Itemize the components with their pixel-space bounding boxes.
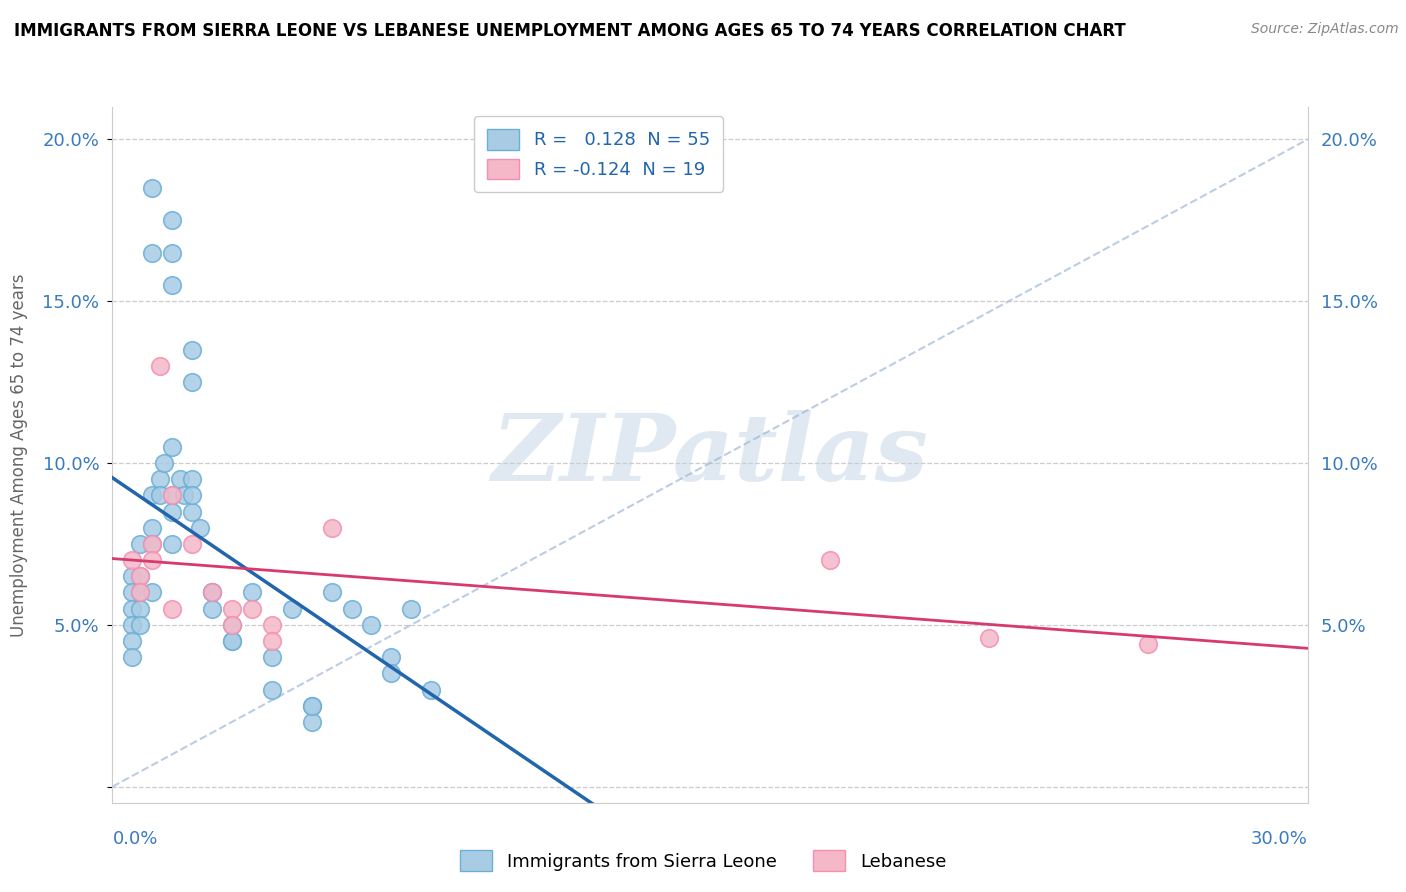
Point bbox=[1137, 637, 1160, 651]
Point bbox=[162, 488, 183, 502]
Point bbox=[121, 617, 143, 632]
Text: ZIPatlas: ZIPatlas bbox=[492, 410, 928, 500]
Point bbox=[181, 488, 204, 502]
Point bbox=[321, 521, 343, 535]
Point bbox=[129, 569, 152, 583]
Point bbox=[121, 634, 143, 648]
Text: IMMIGRANTS FROM SIERRA LEONE VS LEBANESE UNEMPLOYMENT AMONG AGES 65 TO 74 YEARS : IMMIGRANTS FROM SIERRA LEONE VS LEBANESE… bbox=[14, 22, 1126, 40]
Point bbox=[380, 666, 402, 681]
Point bbox=[162, 601, 183, 615]
Point bbox=[141, 521, 163, 535]
Point bbox=[121, 569, 143, 583]
Point bbox=[401, 601, 423, 615]
Point bbox=[260, 682, 283, 697]
Point bbox=[162, 278, 183, 293]
Point bbox=[420, 682, 443, 697]
Text: 30.0%: 30.0% bbox=[1251, 830, 1308, 847]
Point bbox=[321, 585, 343, 599]
Legend: R =   0.128  N = 55, R = -0.124  N = 19: R = 0.128 N = 55, R = -0.124 N = 19 bbox=[474, 116, 723, 192]
Point bbox=[141, 488, 163, 502]
Point bbox=[149, 488, 172, 502]
Y-axis label: Unemployment Among Ages 65 to 74 years: Unemployment Among Ages 65 to 74 years bbox=[10, 273, 28, 637]
Point bbox=[221, 617, 243, 632]
Point bbox=[129, 585, 152, 599]
Point bbox=[977, 631, 1000, 645]
Point bbox=[121, 585, 143, 599]
Point bbox=[260, 634, 283, 648]
Point bbox=[162, 488, 183, 502]
Point bbox=[141, 181, 163, 195]
Point bbox=[201, 601, 224, 615]
Point bbox=[162, 504, 183, 518]
Point bbox=[141, 537, 163, 551]
Point bbox=[169, 472, 191, 486]
Point bbox=[181, 472, 204, 486]
Point bbox=[162, 537, 183, 551]
Point bbox=[260, 650, 283, 665]
Point bbox=[129, 601, 152, 615]
Text: 0.0%: 0.0% bbox=[112, 830, 157, 847]
Point bbox=[181, 375, 204, 389]
Point bbox=[129, 537, 152, 551]
Point bbox=[301, 698, 323, 713]
Point bbox=[149, 472, 172, 486]
Point bbox=[141, 553, 163, 567]
Point bbox=[221, 634, 243, 648]
Point bbox=[201, 585, 224, 599]
Point bbox=[173, 488, 195, 502]
Point bbox=[221, 634, 243, 648]
Point bbox=[162, 245, 183, 260]
Point bbox=[301, 698, 323, 713]
Point bbox=[121, 601, 143, 615]
Point bbox=[181, 537, 204, 551]
Point bbox=[221, 617, 243, 632]
Point bbox=[153, 456, 176, 470]
Legend: Immigrants from Sierra Leone, Lebanese: Immigrants from Sierra Leone, Lebanese bbox=[453, 843, 953, 879]
Point bbox=[181, 343, 204, 357]
Point bbox=[360, 617, 382, 632]
Point bbox=[121, 650, 143, 665]
Point bbox=[201, 585, 224, 599]
Point bbox=[260, 617, 283, 632]
Point bbox=[162, 440, 183, 454]
Point bbox=[141, 245, 163, 260]
Point bbox=[281, 601, 304, 615]
Point bbox=[129, 617, 152, 632]
Point bbox=[181, 504, 204, 518]
Point bbox=[240, 601, 263, 615]
Point bbox=[129, 569, 152, 583]
Point bbox=[221, 601, 243, 615]
Point bbox=[380, 650, 402, 665]
Point bbox=[162, 213, 183, 227]
Point bbox=[240, 585, 263, 599]
Point bbox=[149, 359, 172, 373]
Point bbox=[121, 553, 143, 567]
Point bbox=[141, 537, 163, 551]
Point bbox=[188, 521, 211, 535]
Point bbox=[201, 585, 224, 599]
Point bbox=[818, 553, 841, 567]
Text: Source: ZipAtlas.com: Source: ZipAtlas.com bbox=[1251, 22, 1399, 37]
Point bbox=[141, 585, 163, 599]
Point bbox=[129, 585, 152, 599]
Point bbox=[340, 601, 363, 615]
Point bbox=[301, 714, 323, 729]
